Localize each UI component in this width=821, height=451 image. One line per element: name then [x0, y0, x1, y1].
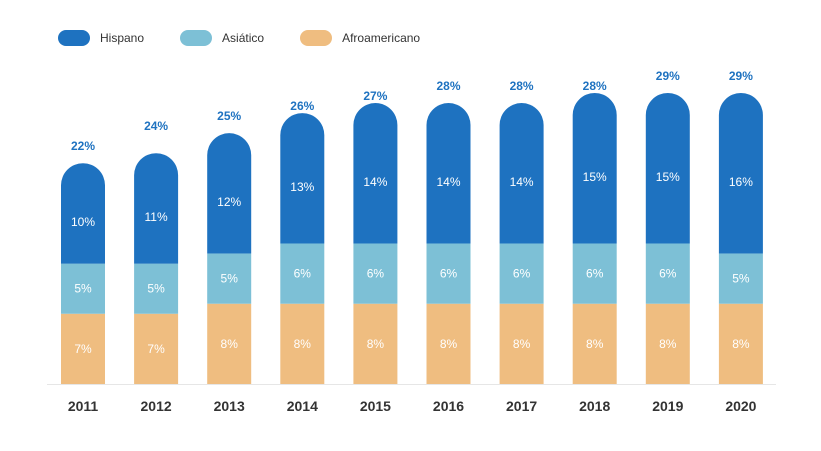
x-tick-label-2017: 2017	[506, 398, 537, 414]
total-label-2018: 28%	[583, 79, 607, 93]
x-tick-label-2019: 2019	[652, 398, 683, 414]
total-label-2012: 24%	[144, 119, 168, 133]
bar-afroamericano-2011	[61, 313, 105, 384]
total-label-2020: 29%	[729, 69, 753, 83]
bar-asiático-2020	[718, 253, 763, 304]
data-label-hispano-2012: 11%	[145, 210, 168, 224]
bar-hispano-2015	[353, 103, 398, 244]
data-label-hispano-2015: 14%	[363, 175, 387, 189]
bar-hispano-2017	[499, 103, 544, 244]
bar-hispano-2018	[572, 93, 617, 244]
data-label-asiático-2012: 5%	[147, 282, 165, 296]
bar-afroamericano-2020	[718, 303, 763, 384]
data-label-asiático-2016: 6%	[440, 267, 458, 281]
x-tick-label-2013: 2013	[214, 398, 245, 414]
x-tick-label-2014: 2014	[287, 398, 318, 414]
data-label-hispano-2011: 10%	[71, 215, 95, 229]
data-label-hispano-2018: 15%	[583, 170, 607, 184]
bar-afroamericano-2017	[499, 303, 544, 384]
total-label-2016: 28%	[436, 79, 460, 93]
legend-label-asiatico: Asiático	[222, 31, 265, 45]
data-label-afroamericano-2018: 8%	[586, 337, 604, 351]
total-label-2015: 27%	[363, 89, 387, 103]
bar-hispano-2020	[718, 93, 763, 254]
bar-afroamericano-2016	[426, 303, 471, 384]
legend-swatch-hispano	[58, 30, 90, 46]
x-tick-label-2011: 2011	[68, 398, 99, 414]
bar-afroamericano-2019	[645, 303, 690, 384]
bar-afroamericano-2015	[353, 303, 398, 384]
data-label-afroamericano-2017: 8%	[513, 337, 531, 351]
bar-hispano-2013	[207, 133, 252, 254]
legend-item-afroamericano: Afroamericano	[300, 30, 420, 46]
bar-hispano-2019	[645, 93, 690, 244]
total-label-2017: 28%	[510, 79, 534, 93]
data-label-asiático-2011: 5%	[74, 282, 92, 296]
bar-hispano-2011	[61, 163, 105, 264]
data-label-asiático-2020: 5%	[732, 272, 750, 286]
data-label-hispano-2017: 14%	[510, 175, 534, 189]
bar-asiático-2015	[353, 243, 398, 304]
legend-swatch-asiatico	[180, 30, 213, 46]
data-label-afroamericano-2014: 8%	[294, 337, 312, 351]
data-label-afroamericano-2013: 8%	[221, 337, 239, 351]
legend-item-hispano: Hispano	[58, 30, 144, 46]
total-label-2014: 26%	[290, 99, 314, 113]
data-label-afroamericano-2015: 8%	[367, 337, 385, 351]
legend-label-hispano: Hispano	[100, 31, 145, 45]
legend-swatch-afroamericano	[300, 30, 333, 46]
data-label-asiático-2014: 6%	[294, 267, 312, 281]
data-label-asiático-2018: 6%	[586, 267, 604, 281]
x-tick-label-2012: 2012	[141, 398, 172, 414]
bar-afroamericano-2012	[134, 313, 179, 384]
bar-asiático-2013	[207, 253, 252, 304]
bar-hispano-2014	[280, 113, 325, 244]
bar-asiático-2019	[645, 243, 690, 304]
legend-label-afroamericano: Afroamericano	[342, 31, 421, 45]
data-label-afroamericano-2011: 7%	[74, 342, 92, 356]
x-tick-label-2018: 2018	[579, 398, 610, 414]
data-label-asiático-2019: 6%	[659, 267, 677, 281]
data-label-asiático-2015: 6%	[367, 267, 385, 281]
data-label-afroamericano-2012: 7%	[147, 342, 165, 356]
legend: Hispano Asiático Afroamericano	[58, 30, 420, 46]
data-label-hispano-2014: 13%	[290, 180, 314, 194]
data-label-afroamericano-2019: 8%	[659, 337, 677, 351]
x-tick-label-2016: 2016	[433, 398, 464, 414]
total-label-2011: 22%	[71, 139, 95, 153]
bar-asiático-2012	[134, 263, 179, 314]
total-label-2019: 29%	[656, 69, 680, 83]
total-label-2013: 25%	[217, 109, 241, 123]
bar-afroamericano-2018	[572, 303, 617, 384]
data-label-hispano-2019: 15%	[656, 170, 680, 184]
bar-afroamericano-2014	[280, 303, 325, 384]
legend-item-asiatico: Asiático	[180, 30, 264, 46]
data-label-hispano-2020: 16%	[729, 175, 753, 189]
bar-hispano-2012	[134, 153, 179, 264]
data-label-hispano-2016: 14%	[436, 175, 460, 189]
bar-asiático-2018	[572, 243, 617, 304]
x-tick-label-2020: 2020	[725, 398, 756, 414]
data-label-afroamericano-2016: 8%	[440, 337, 458, 351]
x-tick-label-2015: 2015	[360, 398, 391, 414]
data-label-asiático-2017: 6%	[513, 267, 531, 281]
data-label-asiático-2013: 5%	[221, 272, 239, 286]
bar-asiático-2017	[499, 243, 544, 304]
bar-asiático-2014	[280, 243, 325, 304]
bar-afroamericano-2013	[207, 303, 252, 384]
bar-hispano-2016	[426, 103, 471, 244]
data-label-hispano-2013: 12%	[217, 195, 241, 209]
bar-asiático-2011	[61, 263, 105, 314]
data-label-afroamericano-2020: 8%	[732, 337, 750, 351]
bar-asiático-2016	[426, 243, 471, 304]
